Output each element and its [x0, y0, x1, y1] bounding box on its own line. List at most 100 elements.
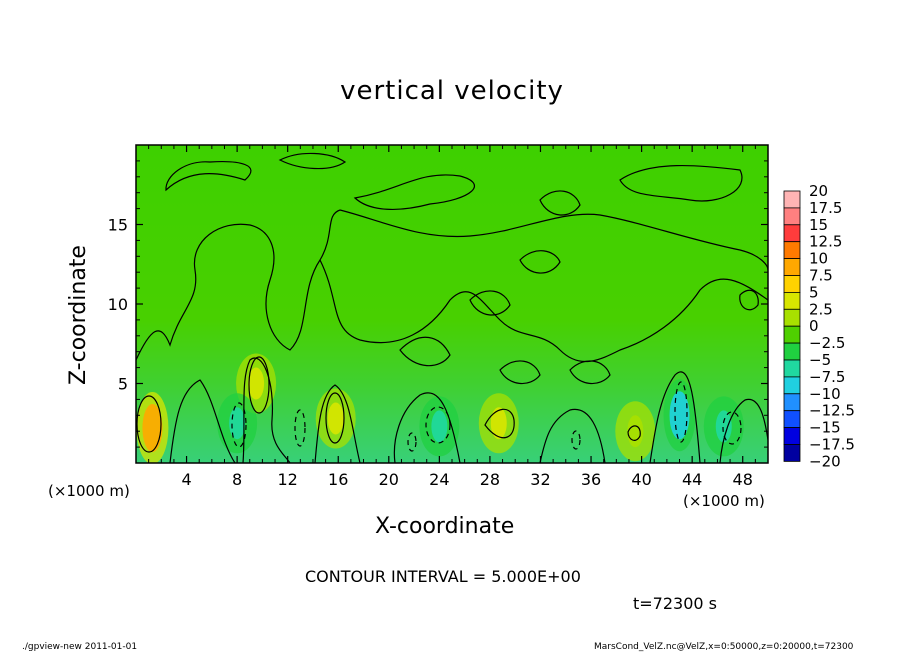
- negative-contour: [571, 430, 581, 450]
- y-tick-label: 10: [108, 295, 128, 314]
- contour-line: [165, 160, 252, 192]
- negative-contour: [407, 432, 417, 452]
- contour-line: [719, 398, 768, 463]
- colorbar: 2017.51512.5107.552.50−2.5−5−7.5−10−12.5…: [783, 182, 855, 470]
- downdraft-core: [229, 407, 246, 440]
- colorbar-swatch: [783, 275, 801, 293]
- updraft-core: [627, 415, 644, 448]
- negative-contour: [722, 411, 742, 445]
- colorbar-label: −5: [809, 351, 831, 369]
- contour-line: [169, 379, 236, 463]
- contour-line: [569, 360, 611, 384]
- y-axis-label: Z-coordinate: [66, 245, 91, 385]
- contour-line: [314, 384, 361, 463]
- contour-line: [519, 250, 561, 274]
- contour-line: [649, 371, 701, 463]
- colorbar-swatch: [783, 241, 801, 259]
- colorbar-swatch: [783, 325, 801, 344]
- downdraft-core: [431, 410, 448, 443]
- footer-left: ./gpview-new 2011-01-01: [22, 642, 138, 652]
- contour-line: [499, 360, 541, 384]
- contour-line: [739, 289, 759, 311]
- colorbar-swatch: [783, 376, 801, 395]
- x-tick-label: 12: [278, 470, 298, 489]
- contour-line: [339, 209, 768, 271]
- x-tick-label: 28: [480, 470, 500, 489]
- contour-line: [469, 290, 511, 316]
- colorbar-label: 7.5: [809, 267, 833, 285]
- contour-line: [278, 152, 347, 170]
- negative-contour: [294, 409, 306, 447]
- colorbar-label: 15: [809, 216, 828, 234]
- x-tick-label: 32: [530, 470, 550, 489]
- colorbar-label: 5: [809, 283, 819, 301]
- colorbar-swatch: [783, 190, 801, 209]
- x-tick-label: 4: [181, 470, 191, 489]
- contour-line: [136, 209, 341, 361]
- contour-line: [325, 392, 345, 444]
- downdraft-core: [715, 410, 732, 443]
- colorbar-swatch: [783, 207, 801, 226]
- colorbar-label: 0: [809, 317, 819, 335]
- updraft-core: [327, 402, 344, 435]
- colorbar-label: −12.5: [809, 402, 855, 420]
- colorbar-label: −20: [809, 452, 841, 470]
- contour-line: [136, 395, 162, 453]
- colorbar-label: 12.5: [809, 233, 842, 251]
- y-tick-label: 5: [118, 375, 128, 394]
- contour-line: [619, 164, 743, 202]
- contour-layer: [136, 152, 768, 463]
- x-tick-label: 48: [733, 470, 753, 489]
- contour-line: [393, 392, 461, 463]
- colorbar-label: −2.5: [809, 334, 845, 352]
- colorbar-label: −15: [809, 419, 841, 437]
- colorbar-swatch: [783, 427, 801, 445]
- contour-line: [627, 425, 641, 441]
- colorbar-swatch: [783, 410, 801, 429]
- contour-line: [319, 259, 768, 363]
- y-tick-label: 15: [108, 216, 128, 235]
- x-tick-label: 20: [379, 470, 399, 489]
- x-tick-label: 16: [328, 470, 348, 489]
- chart-title: vertical velocity: [340, 76, 564, 106]
- colorbar-swatch: [783, 291, 801, 310]
- colorbar-label: −17.5: [809, 436, 855, 454]
- colorbar-swatch: [783, 342, 801, 361]
- colorbar-swatch: [783, 308, 801, 327]
- colorbar-label: 10: [809, 250, 828, 268]
- updraft-core: [490, 407, 507, 440]
- colorbar-label: −7.5: [809, 368, 845, 386]
- negative-contour: [674, 381, 688, 443]
- negative-contour: [425, 406, 451, 444]
- x-tick-label: 44: [682, 470, 702, 489]
- footer-right: MarsCond_VelZ.nc@VelZ,x=0:50000,z=0:2000…: [594, 642, 854, 652]
- updraft-core: [142, 404, 163, 453]
- x-tick-label: 40: [631, 470, 651, 489]
- downdraft-core: [669, 391, 690, 440]
- x-axis-label: X-coordinate: [375, 514, 515, 539]
- contour-line: [539, 190, 581, 216]
- colorbar-label: 17.5: [809, 199, 842, 217]
- negative-contour-layer: [231, 381, 742, 452]
- colorbar-swatch: [783, 393, 801, 412]
- updraft-core: [248, 367, 265, 400]
- colorbar-swatch: [783, 258, 801, 276]
- colorbar-swatch: [783, 359, 801, 378]
- time-label: t=72300 s: [633, 594, 717, 613]
- negative-contour: [231, 402, 247, 448]
- contour-line: [539, 408, 606, 463]
- colorbar-label: 20: [809, 182, 828, 200]
- contour-line: [484, 408, 515, 439]
- x-tick-label: 24: [429, 470, 449, 489]
- x-unit-label-left: (×1000 m): [48, 482, 130, 500]
- colorbar-label: −10: [809, 385, 841, 403]
- contour-line: [399, 336, 451, 367]
- x-tick-label: 8: [232, 470, 242, 489]
- contour-interval-text: CONTOUR INTERVAL = 5.000E+00: [305, 567, 581, 586]
- colorbar-label: 2.5: [809, 300, 833, 318]
- x-tick-label: 36: [581, 470, 601, 489]
- x-unit-label-right: (×1000 m): [683, 492, 765, 510]
- contour-line: [248, 356, 270, 414]
